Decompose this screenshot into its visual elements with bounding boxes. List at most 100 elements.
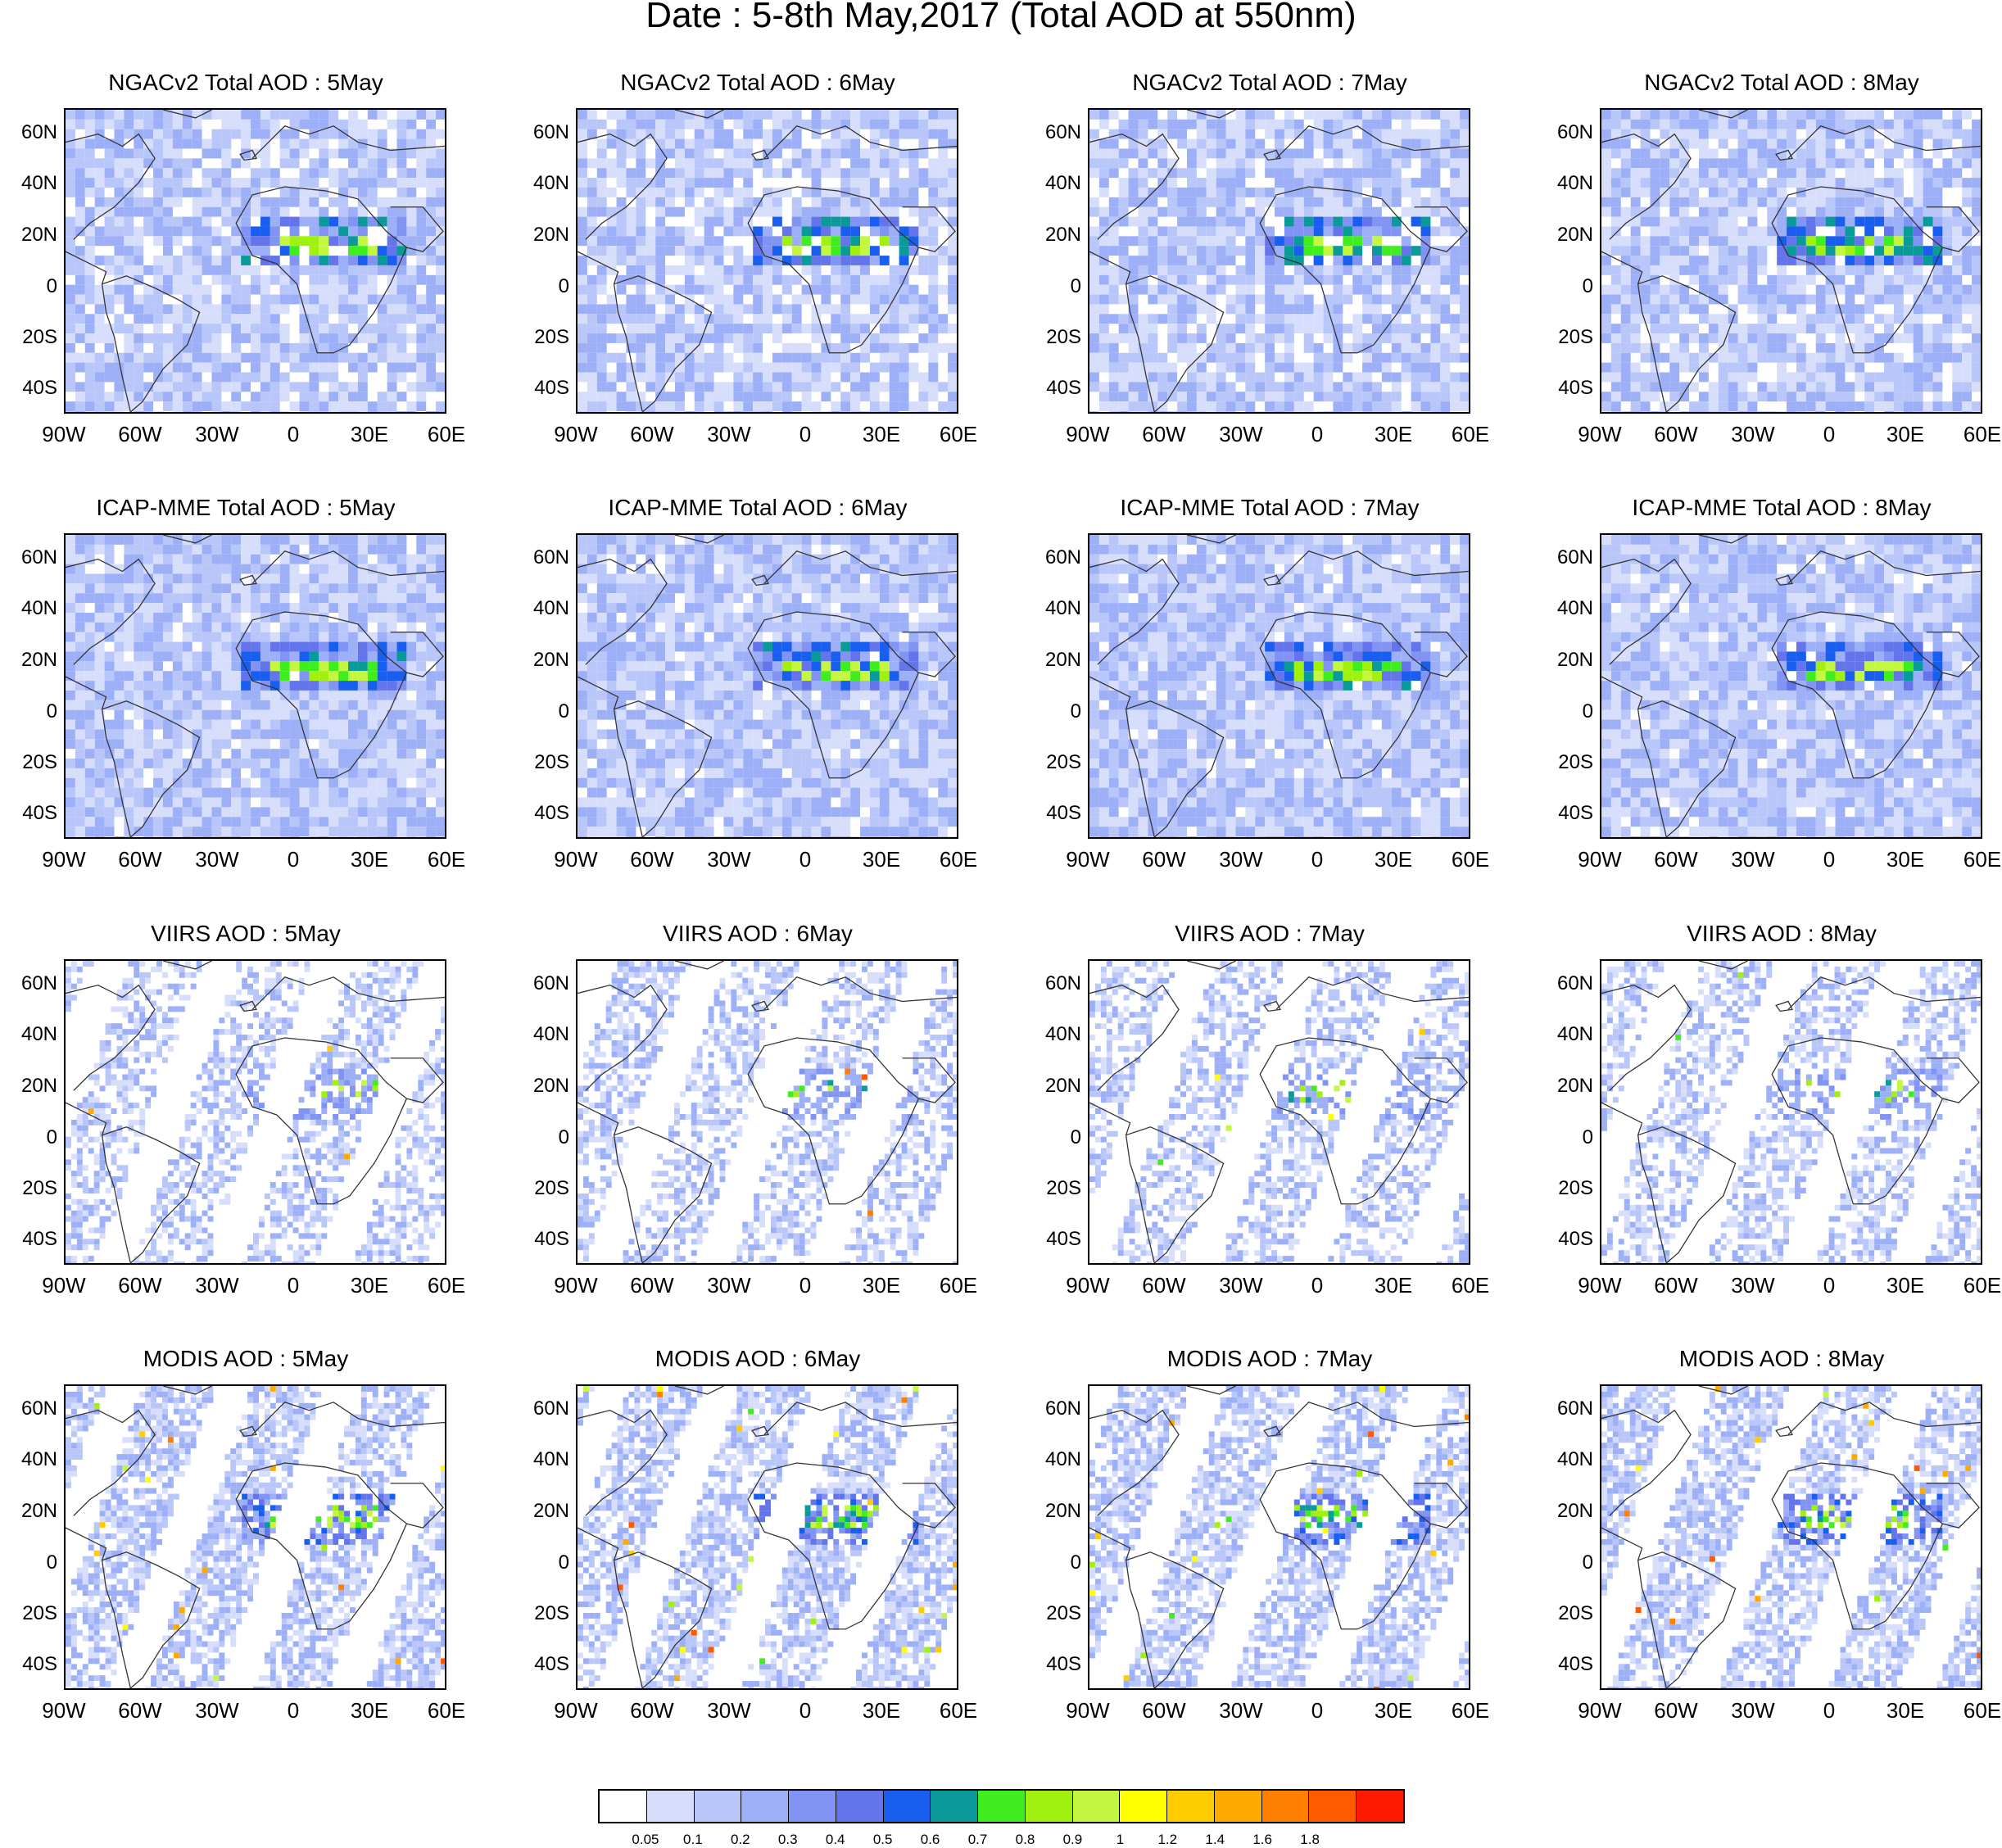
aod-cell — [792, 295, 802, 305]
aod-cell — [358, 129, 368, 139]
aod-cell — [1874, 246, 1884, 256]
aod-cell — [587, 120, 597, 129]
aod-cell — [714, 129, 724, 139]
aod-cell — [1177, 314, 1187, 324]
aod-cell — [1601, 120, 1611, 129]
aod-cell — [948, 168, 957, 178]
aod-cell — [1826, 207, 1836, 217]
aod-cell — [1952, 285, 1962, 295]
aod-cell — [1294, 207, 1304, 217]
aod-cell — [880, 217, 890, 227]
aod-cell — [1894, 275, 1904, 285]
aod-cell — [192, 256, 202, 265]
aod-cell — [95, 295, 105, 305]
aod-cell — [251, 168, 260, 178]
aod-cell — [85, 246, 95, 256]
aod-cell — [948, 304, 957, 314]
aod-cell — [1450, 168, 1460, 178]
aod-cell — [831, 148, 840, 158]
aod-cell — [753, 324, 763, 333]
aod-cell — [1372, 120, 1382, 129]
aod-cell — [1641, 295, 1651, 305]
aod-cell — [1343, 401, 1352, 411]
aod-cell — [685, 158, 695, 168]
aod-cell — [328, 217, 338, 227]
aod-cell — [626, 256, 636, 265]
aod-cell — [85, 535, 95, 545]
aod-cell — [1796, 168, 1806, 178]
aod-cell — [617, 363, 627, 373]
aod-cell — [1167, 110, 1177, 120]
aod-cell — [436, 285, 445, 295]
aod-cell — [251, 265, 260, 275]
aod-cell — [143, 226, 153, 236]
aod-cell — [1177, 129, 1187, 139]
aod-cell — [899, 188, 909, 197]
aod-cell — [1089, 382, 1099, 392]
aod-cell — [1641, 382, 1651, 392]
aod-cell — [1450, 197, 1460, 207]
aod-cell — [772, 324, 782, 333]
aod-cell — [1343, 217, 1352, 227]
aod-cell — [1440, 353, 1450, 363]
aod-cell — [124, 256, 134, 265]
aod-cell — [251, 603, 260, 613]
aod-cell — [587, 207, 597, 217]
aod-cell — [1284, 246, 1294, 256]
aod-cell — [782, 324, 792, 333]
aod-cell — [1855, 324, 1864, 333]
aod-cell — [1894, 373, 1904, 383]
aod-cell — [645, 324, 655, 333]
aod-cell — [1806, 207, 1816, 217]
aod-cell — [1952, 178, 1962, 188]
aod-cell — [1129, 256, 1139, 265]
aod-cell — [890, 158, 899, 168]
aod-cell — [397, 363, 407, 373]
aod-cell — [280, 564, 290, 574]
aod-cell — [183, 671, 192, 681]
aod-cell — [1816, 197, 1826, 207]
aod-cell — [1621, 158, 1631, 168]
aod-cell — [221, 691, 231, 700]
aod-cell — [743, 120, 753, 129]
aod-cell — [1884, 207, 1894, 217]
aod-cell — [1816, 256, 1826, 265]
aod-cell — [1411, 392, 1421, 401]
aod-cell — [1440, 226, 1450, 236]
aod-cell — [309, 564, 319, 574]
lon-tick-label: 30E — [1873, 422, 1938, 447]
aod-cell — [211, 603, 221, 613]
aod-cell — [802, 226, 812, 236]
aod-cell — [1392, 295, 1402, 305]
aod-cell — [675, 226, 685, 236]
aod-cell — [338, 642, 348, 652]
aod-cell — [406, 178, 416, 188]
aod-cell — [743, 324, 753, 333]
aod-cell — [802, 207, 812, 217]
aod-cell — [406, 168, 416, 178]
aod-cell — [645, 236, 655, 246]
aod-cell — [1411, 401, 1421, 411]
aod-cell — [1284, 217, 1294, 227]
aod-cell — [1621, 265, 1631, 275]
aod-cell — [1099, 392, 1109, 401]
aod-cell — [163, 632, 173, 642]
aod-cell — [1362, 207, 1372, 217]
aod-cell — [1226, 353, 1236, 363]
aod-cell — [1089, 363, 1099, 373]
aod-cell — [231, 681, 241, 691]
aod-cell — [1874, 382, 1884, 392]
aod-cell — [1450, 120, 1460, 129]
aod-cell — [153, 573, 163, 583]
aod-cell — [880, 120, 890, 129]
aod-cell — [918, 373, 928, 383]
aod-cell — [173, 139, 183, 149]
aod-cell — [368, 246, 378, 256]
aod-cell — [1450, 110, 1460, 120]
aod-cell — [1157, 120, 1167, 129]
aod-cell — [753, 373, 763, 383]
aod-cell — [143, 691, 153, 700]
aod-cell — [328, 573, 338, 583]
aod-cell — [1226, 158, 1236, 168]
aod-cell — [163, 343, 173, 353]
